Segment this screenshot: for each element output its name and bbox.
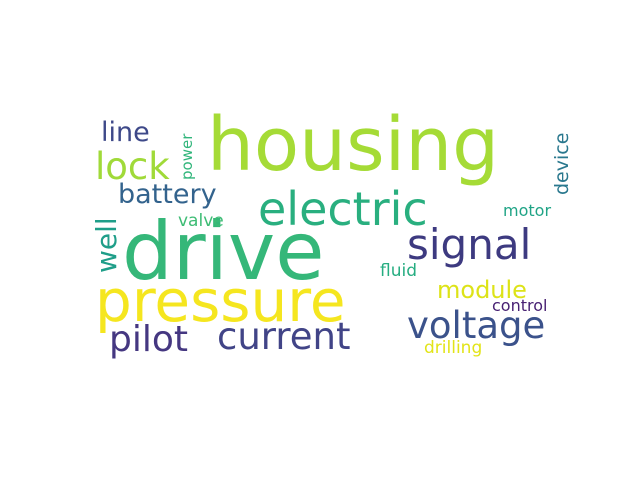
word-signal: signal	[407, 224, 531, 266]
word-motor: motor	[503, 203, 551, 219]
word-electric: electric	[258, 186, 428, 232]
word-line: line	[101, 119, 150, 146]
word-drilling: drilling	[424, 340, 482, 357]
word-housing: housing	[207, 108, 499, 182]
word-battery: battery	[118, 181, 217, 208]
word-well: well	[93, 217, 121, 273]
word-valve: valve	[178, 213, 224, 230]
word-control: control	[492, 298, 547, 314]
word-fluid: fluid	[380, 263, 417, 280]
word-pilot: pilot	[109, 322, 188, 358]
word-device: device	[553, 133, 572, 195]
word-power: power	[180, 134, 195, 180]
word-current: current	[217, 318, 350, 355]
